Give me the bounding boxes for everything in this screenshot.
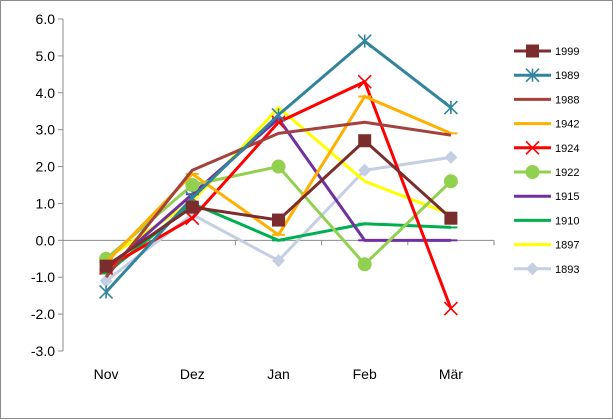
data-point — [99, 274, 113, 288]
square-marker — [526, 44, 539, 58]
data-point — [185, 178, 200, 192]
data-point — [358, 163, 372, 177]
legend-marker — [525, 68, 540, 83]
star-marker — [271, 107, 286, 122]
legend-marker — [526, 44, 539, 58]
legend-label: 1924 — [555, 143, 579, 155]
circle-marker — [443, 174, 458, 189]
star-marker — [525, 68, 540, 83]
legend-entry-1924: 1924 — [514, 140, 579, 155]
legend-entry-1988: 1988 — [514, 94, 579, 106]
y-tick-label: -3.0 — [31, 343, 55, 359]
x-marker — [357, 74, 372, 89]
data-point — [358, 134, 372, 148]
data-point — [272, 254, 285, 268]
data-point — [99, 284, 114, 300]
data-point — [444, 150, 458, 164]
series-line — [105, 139, 452, 268]
legend-label: 1989 — [555, 70, 579, 82]
square-marker — [272, 213, 285, 227]
legend-label: 1922 — [555, 167, 579, 179]
legend-label: 1999 — [555, 46, 579, 58]
legend-entry-1893: 1893 — [514, 262, 579, 276]
data-point — [443, 174, 458, 189]
legend-entry-1922: 1922 — [514, 165, 579, 179]
data-point — [271, 107, 286, 122]
y-tick-label: 4.0 — [36, 85, 56, 101]
legend-marker — [525, 165, 540, 179]
legend-entry-1999: 1999 — [514, 44, 579, 58]
legend-entry-1910: 1910 — [514, 215, 579, 227]
legend: 1999 1989 1988 1942 1924 1922 1915 1910 1897 1893 — [514, 44, 579, 276]
circle-marker — [271, 159, 286, 174]
square-marker — [185, 200, 199, 214]
legend-label: 1893 — [555, 264, 579, 276]
star-marker — [357, 34, 372, 49]
star-marker — [443, 100, 458, 115]
data-point — [272, 213, 285, 227]
series-line — [104, 120, 452, 279]
data-point — [271, 159, 286, 174]
data-point — [357, 74, 372, 89]
data-point — [185, 211, 200, 226]
legend-label: 1942 — [555, 119, 579, 131]
x-marker — [443, 301, 458, 316]
square-marker — [358, 134, 372, 148]
x-tick-label: Dez — [180, 366, 205, 382]
x-tick-label: Feb — [353, 366, 377, 382]
legend-marker — [526, 262, 539, 276]
x-tick-label: Jan — [267, 366, 290, 382]
data-point — [99, 259, 113, 273]
x-marker — [185, 211, 200, 226]
data-point — [357, 34, 372, 49]
circle-marker — [525, 165, 540, 179]
diamond-marker — [272, 254, 285, 268]
y-tick-label: 1.0 — [36, 195, 56, 211]
y-tick-label: 5.0 — [36, 48, 56, 64]
star-marker — [99, 284, 114, 300]
legend-marker — [525, 140, 540, 155]
y-tick-label: -2.0 — [31, 306, 55, 322]
legend-label: 1910 — [555, 215, 579, 227]
legend-entry-1989: 1989 — [514, 68, 579, 83]
series-1988 — [104, 120, 452, 279]
diamond-marker — [358, 163, 372, 177]
data-point — [443, 100, 458, 115]
square-marker — [444, 211, 458, 225]
y-tick-label: 2.0 — [36, 159, 56, 175]
diamond-marker — [99, 274, 113, 288]
legend-entry-1897: 1897 — [514, 240, 579, 252]
plot-area: -3.0 -2.0 -1.0 0.0 1.0 2.0 3.0 4.0 5.0 6.0 Nov Dez J… — [31, 11, 495, 382]
series-1989 — [99, 34, 458, 300]
series-1999 — [99, 134, 458, 273]
data-point — [185, 200, 199, 214]
legend-label: 1915 — [555, 191, 579, 203]
series-1922 — [99, 159, 458, 272]
x-tick-label: Nov — [94, 366, 119, 382]
x-tick-label: Mär — [439, 366, 463, 382]
data-point — [444, 211, 458, 225]
diamond-marker — [526, 262, 539, 276]
x-marker — [525, 140, 540, 155]
y-tick-label: 0.0 — [36, 232, 56, 248]
circle-marker — [357, 257, 372, 272]
legend-entry-1942: 1942 — [514, 119, 579, 131]
legend-label: 1897 — [555, 240, 579, 252]
legend-label: 1988 — [555, 94, 579, 106]
diamond-marker — [444, 150, 458, 164]
y-tick-label: 3.0 — [36, 122, 56, 138]
circle-marker — [185, 178, 200, 192]
data-point — [443, 301, 458, 316]
square-marker — [99, 259, 113, 273]
y-tick-label: -1.0 — [31, 269, 55, 285]
legend-entry-1915: 1915 — [514, 191, 579, 203]
data-point — [357, 257, 372, 272]
series-1915 — [99, 117, 458, 271]
y-tick-label: 6.0 — [36, 11, 56, 27]
